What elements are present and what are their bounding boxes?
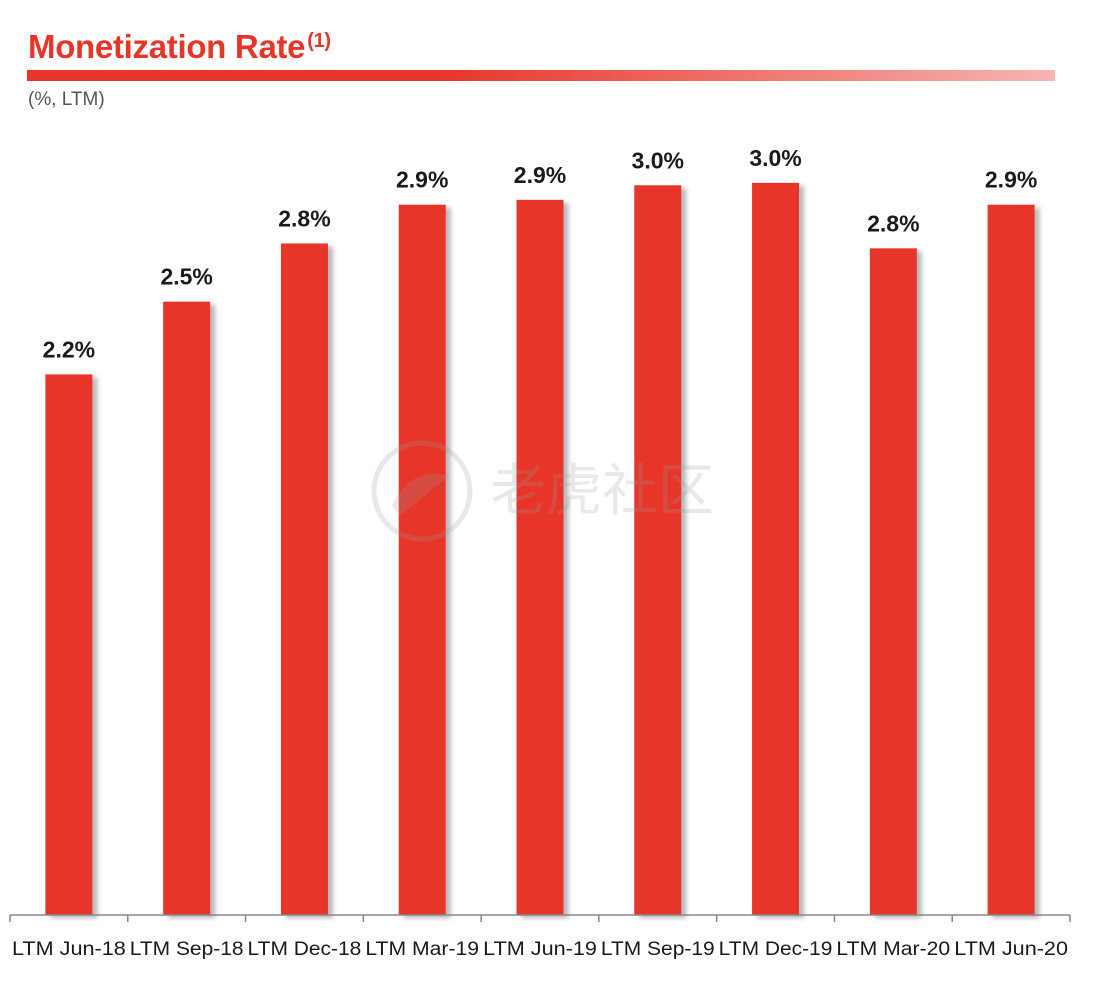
data-label: 2.2% [43,336,95,362]
bar [752,182,800,915]
x-tick-label: LTM Sep-18 [130,939,244,960]
data-label: 2.8% [867,210,919,236]
data-label: 2.9% [396,167,448,193]
bar [163,301,211,916]
x-tick-label: LTM Jun-20 [954,939,1068,960]
title-footnote-marker: (1) [307,30,331,52]
bar [45,374,93,916]
title-underline [27,70,1055,81]
x-tick-label: LTM Mar-19 [365,939,479,960]
x-tick-label: LTM Jun-19 [483,939,597,960]
x-tick-label: LTM Dec-19 [719,939,833,960]
data-label: 2.5% [160,264,212,290]
data-labels-group: 2.2% 2.5% 2.8% 2.9% 2.9% 3.0% 3.0% 2.8% 2.9% [43,145,1038,363]
bar [516,199,564,915]
x-tick-label: LTM Dec-18 [248,939,362,960]
x-tick-label: LTM Jun-18 [12,939,126,960]
bar [869,248,917,916]
data-label: 3.0% [749,145,801,171]
chart-subtitle: (%, LTM) [28,89,105,110]
data-label: 2.9% [514,162,566,188]
x-tick-label: LTM Sep-19 [601,939,715,960]
bar [398,204,446,916]
bars-group [45,182,1035,916]
bar [280,243,328,915]
x-axis: LTM Jun-18 LTM Sep-18 LTM Dec-18 LTM Mar-19… [9,914,1071,960]
bar [987,204,1035,916]
chart-title: Monetization Rate (1) [28,28,331,66]
data-label: 2.8% [278,205,330,231]
chart-title-text: Monetization Rate [28,28,306,65]
data-label: 3.0% [632,147,684,173]
bar [634,185,682,915]
x-tick-label: LTM Mar-20 [836,939,950,960]
data-label: 2.9% [985,167,1037,193]
